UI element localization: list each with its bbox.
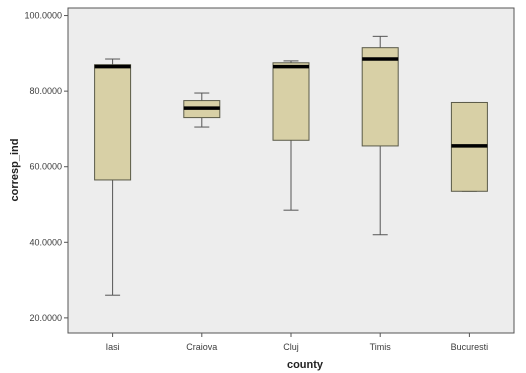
- iqr-box: [94, 64, 132, 181]
- box-bucuresti: [450, 101, 488, 192]
- y-tick-label: 20.0000: [29, 313, 62, 323]
- x-tick-label: Iasi: [106, 342, 120, 352]
- box-craiova: [183, 92, 221, 128]
- box-timis: [361, 35, 399, 236]
- box-cluj: [272, 60, 310, 211]
- y-tick-label: 100.0000: [24, 11, 62, 21]
- iqr-box: [361, 47, 399, 147]
- x-tick-label: Cluj: [283, 342, 299, 352]
- y-tick-label: 80.0000: [29, 86, 62, 96]
- y-tick-label: 40.0000: [29, 237, 62, 247]
- y-axis: 20.0000 40.0000 60.0000 80.0000 100.0000: [24, 11, 68, 323]
- x-tick-label: Timis: [370, 342, 392, 352]
- x-axis: Iasi Craiova Cluj Timis Bucuresti: [106, 333, 489, 352]
- y-axis-title: corresp_ind: [9, 139, 21, 202]
- box-iasi: [94, 58, 132, 296]
- x-tick-label: Craiova: [186, 342, 217, 352]
- x-tick-label: Bucuresti: [451, 342, 489, 352]
- y-tick-label: 60.0000: [29, 162, 62, 172]
- x-axis-title: county: [287, 359, 324, 371]
- boxes: [94, 35, 488, 296]
- iqr-box: [272, 62, 310, 141]
